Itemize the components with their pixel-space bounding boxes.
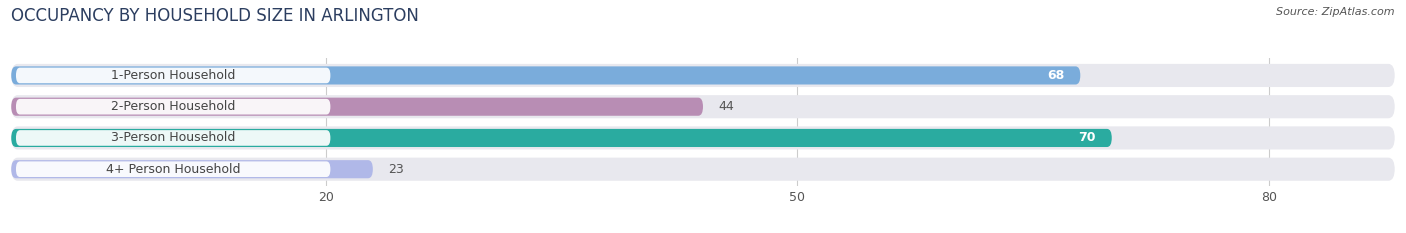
Text: 70: 70 [1078, 131, 1097, 144]
Text: 44: 44 [718, 100, 734, 113]
Text: 2-Person Household: 2-Person Household [111, 100, 235, 113]
FancyBboxPatch shape [11, 98, 703, 116]
FancyBboxPatch shape [11, 158, 1395, 181]
FancyBboxPatch shape [15, 68, 330, 83]
FancyBboxPatch shape [11, 129, 1112, 147]
Text: 1-Person Household: 1-Person Household [111, 69, 235, 82]
FancyBboxPatch shape [11, 95, 1395, 118]
Text: 23: 23 [388, 163, 405, 176]
FancyBboxPatch shape [15, 99, 330, 114]
Text: Source: ZipAtlas.com: Source: ZipAtlas.com [1277, 7, 1395, 17]
Text: 3-Person Household: 3-Person Household [111, 131, 235, 144]
Text: 68: 68 [1047, 69, 1064, 82]
Text: OCCUPANCY BY HOUSEHOLD SIZE IN ARLINGTON: OCCUPANCY BY HOUSEHOLD SIZE IN ARLINGTON [11, 7, 419, 25]
FancyBboxPatch shape [15, 161, 330, 177]
FancyBboxPatch shape [11, 160, 373, 178]
Text: 4+ Person Household: 4+ Person Household [105, 163, 240, 176]
FancyBboxPatch shape [11, 126, 1395, 150]
FancyBboxPatch shape [15, 130, 330, 146]
FancyBboxPatch shape [11, 66, 1080, 85]
FancyBboxPatch shape [11, 64, 1395, 87]
